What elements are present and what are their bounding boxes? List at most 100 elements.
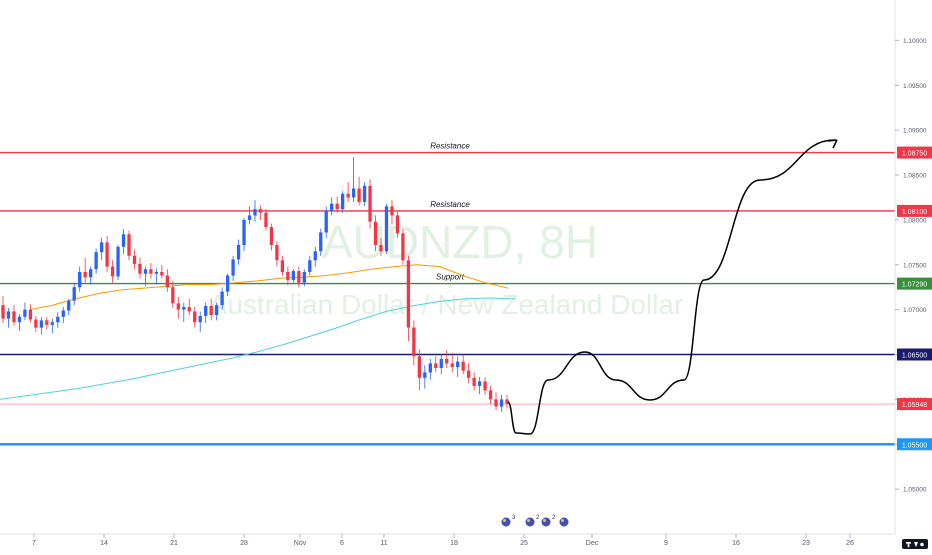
candle xyxy=(34,315,38,333)
price-axis[interactable]: 1.10000 1.09500 1.09000 1.08500 1.08000 1.075… xyxy=(895,38,927,494)
level-price-label: 1.05948 xyxy=(897,398,932,411)
candle xyxy=(154,268,159,285)
time-axis[interactable]: 7 14 21 28 Nov 6 11 18 25 Dec 9 16 23 26 xyxy=(32,534,854,547)
candle xyxy=(335,196,339,213)
candle xyxy=(313,246,317,267)
price-tick-label: 1.05000 xyxy=(903,487,927,494)
price-tick-label: 1.10000 xyxy=(903,38,927,45)
time-tick-label: 23 xyxy=(802,540,810,547)
event-icon[interactable]: 2 xyxy=(525,515,541,527)
time-tick-label: 9 xyxy=(664,540,668,547)
time-tick-label: 11 xyxy=(380,540,387,547)
candle xyxy=(72,282,76,306)
level-price-label: 1.05500 xyxy=(897,438,932,451)
svg-text:3: 3 xyxy=(512,515,516,521)
candle xyxy=(450,352,454,373)
economic-events[interactable]: 3 2 2 xyxy=(501,515,569,527)
price-tick-label: 1.09000 xyxy=(903,128,927,135)
candle xyxy=(351,157,356,202)
candle xyxy=(6,307,11,328)
candle xyxy=(505,394,509,409)
candle xyxy=(50,318,54,333)
tradingview-logo[interactable] xyxy=(902,539,928,549)
projection-curve[interactable] xyxy=(507,139,836,435)
candle xyxy=(346,182,350,202)
level-annotation: Resistance xyxy=(430,200,470,209)
time-tick-label: 7 xyxy=(32,540,36,547)
candle xyxy=(45,316,49,330)
candle xyxy=(225,273,230,297)
candle xyxy=(193,306,197,328)
event-icon[interactable]: 3 xyxy=(501,515,517,527)
level-price-label: 1.08750 xyxy=(897,146,932,159)
svg-text:1.06500: 1.06500 xyxy=(902,353,927,360)
candle xyxy=(94,248,98,274)
level-annotation: Support xyxy=(436,273,465,282)
candle xyxy=(182,302,186,323)
candle xyxy=(187,298,191,316)
projection-path[interactable] xyxy=(507,139,838,435)
candle xyxy=(138,257,142,279)
candle xyxy=(297,266,301,288)
candle xyxy=(456,356,460,377)
candle xyxy=(198,311,202,333)
time-tick-label: 6 xyxy=(340,540,344,547)
event-icon[interactable] xyxy=(559,517,569,527)
time-tick-label: 18 xyxy=(450,540,458,547)
moving-averages xyxy=(0,264,516,400)
candle xyxy=(132,249,137,270)
candle xyxy=(291,269,295,284)
candle xyxy=(412,320,416,366)
candle xyxy=(78,266,82,292)
horizontal-levels: Resistance Resistance Support xyxy=(0,142,895,446)
candle xyxy=(302,269,306,287)
event-icon[interactable]: 2 xyxy=(541,515,557,527)
candle xyxy=(494,392,498,411)
candle xyxy=(488,385,493,404)
ema-cyan-line xyxy=(0,297,516,400)
candle xyxy=(423,365,427,389)
candle xyxy=(236,239,241,265)
candle xyxy=(472,372,476,391)
svg-text:1.08750: 1.08750 xyxy=(902,151,927,158)
candle xyxy=(171,280,175,308)
candle xyxy=(280,255,285,276)
candlesticks xyxy=(1,157,509,412)
level-price-label: 1.06500 xyxy=(897,348,932,361)
candle xyxy=(23,302,27,321)
candle xyxy=(220,287,224,310)
candle xyxy=(143,266,148,287)
candle xyxy=(395,210,400,238)
svg-text:2: 2 xyxy=(552,515,556,521)
candle xyxy=(176,297,180,319)
candle xyxy=(110,260,115,283)
time-tick-label: 16 xyxy=(732,540,740,547)
candle xyxy=(417,349,421,391)
candle xyxy=(499,394,504,412)
candle xyxy=(67,298,71,316)
price-tick-label: 1.08500 xyxy=(903,173,927,180)
candle xyxy=(330,197,334,216)
time-tick-label: 25 xyxy=(520,540,528,547)
candle xyxy=(357,176,361,206)
candle xyxy=(264,209,268,231)
candle xyxy=(319,228,323,256)
candle xyxy=(61,306,65,324)
candle xyxy=(231,255,235,281)
price-tick-label: 1.09500 xyxy=(903,83,927,90)
time-tick-label: 14 xyxy=(100,540,108,547)
candle xyxy=(28,304,33,323)
candle xyxy=(439,354,443,375)
candle xyxy=(116,245,120,281)
price-axis-level-labels: 1.08750 1.08100 1.07290 1.06500 1.05948 1.055… xyxy=(897,146,932,451)
candle xyxy=(209,298,213,321)
candle xyxy=(461,354,465,375)
price-tick-label: 1.08000 xyxy=(903,217,927,224)
candle xyxy=(308,255,312,276)
candle xyxy=(286,266,290,286)
candle xyxy=(258,205,263,220)
candle xyxy=(242,218,246,252)
svg-text:1.05500: 1.05500 xyxy=(902,442,927,449)
